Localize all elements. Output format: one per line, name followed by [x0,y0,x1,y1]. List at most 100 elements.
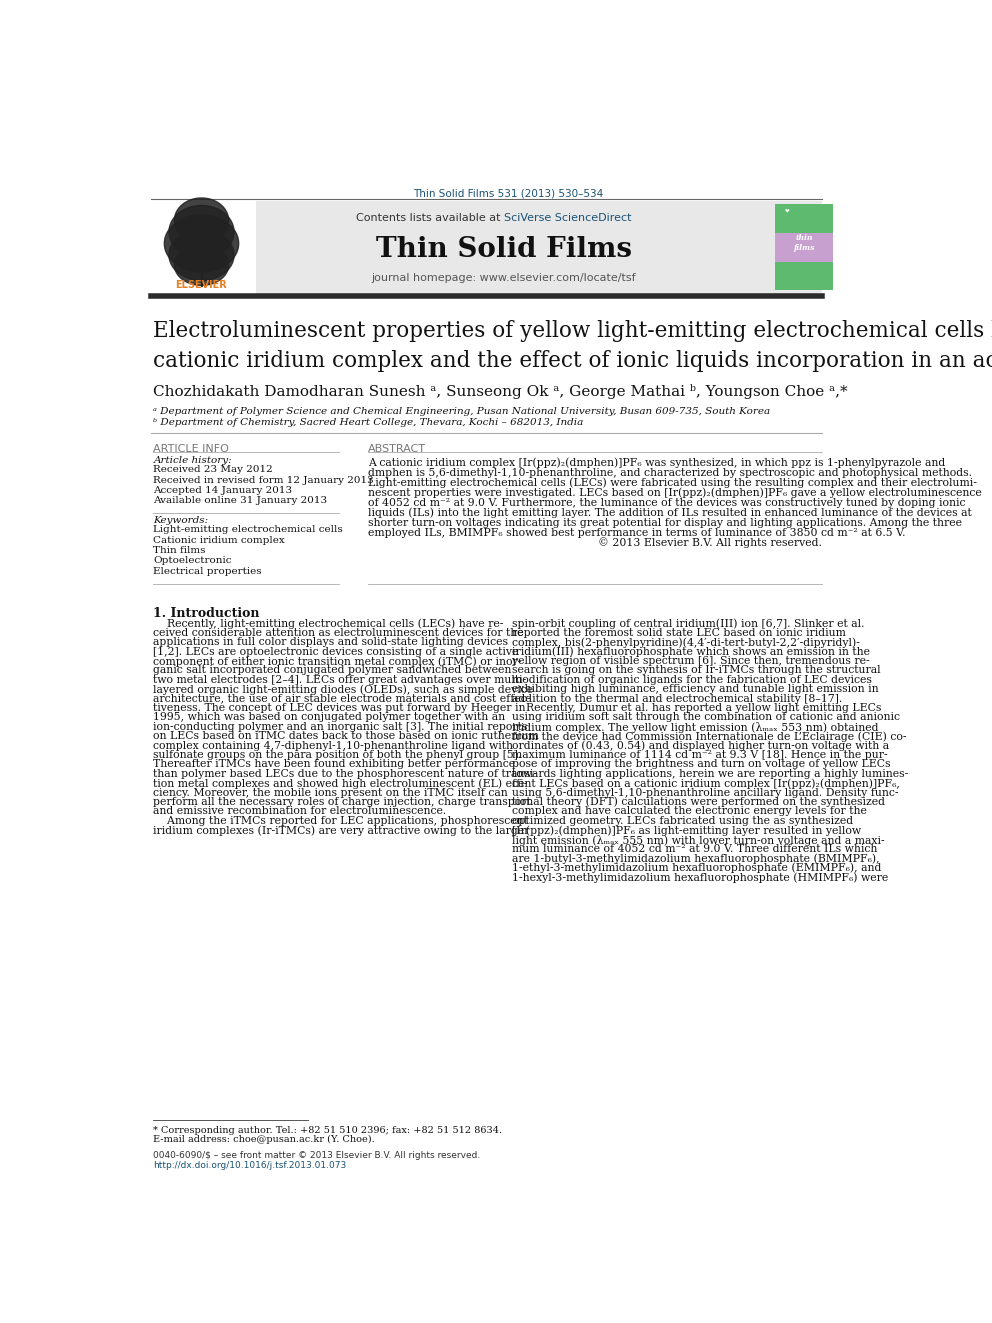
Polygon shape [169,230,234,280]
Text: ELSEVIER: ELSEVIER [176,279,227,290]
Text: and emissive recombination for electroluminescence.: and emissive recombination for electrolu… [154,806,446,816]
Text: Recently, light-emitting electrochemical cells (LECs) have re-: Recently, light-emitting electrochemical… [154,618,504,628]
Text: ordinates of (0.43, 0.54) and displayed higher turn-on voltage with a: ordinates of (0.43, 0.54) and displayed … [512,741,889,751]
Text: iridium complexes (Ir-iTMCs) are very attractive owing to the larger: iridium complexes (Ir-iTMCs) are very at… [154,826,530,836]
Text: ᵇ Department of Chemistry, Sacred Heart College, Thevara, Kochi – 682013, India: ᵇ Department of Chemistry, Sacred Heart … [154,418,583,427]
Text: dmphen is 5,6-dimethyl-1,10-phenanthroline, and characterized by spectroscopic a: dmphen is 5,6-dimethyl-1,10-phenanthroli… [368,467,972,478]
Text: optimized geometry. LECs fabricated using the as synthesized: optimized geometry. LECs fabricated usin… [512,816,853,826]
Text: cationic iridium complex and the effect of ionic liquids incorporation in an act: cationic iridium complex and the effect … [154,349,992,372]
Text: Electroluminescent properties of yellow light-emitting electrochemical cells bas: Electroluminescent properties of yellow … [154,320,992,343]
Text: Keywords:: Keywords: [154,516,208,525]
Text: complex and have calculated the electronic energy levels for the: complex and have calculated the electron… [512,806,866,816]
Text: Light-emitting electrochemical cells: Light-emitting electrochemical cells [154,525,343,534]
Text: light emission (λₘₐₓ 555 nm) with lower turn-on voltage and a maxi-: light emission (λₘₐₓ 555 nm) with lower … [512,835,884,845]
Text: two metal electrodes [2–4]. LECs offer great advantages over multi-: two metal electrodes [2–4]. LECs offer g… [154,675,527,685]
Text: cent LECs based on a cationic iridium complex [Ir(ppz)₂(dmphen)]PF₆,: cent LECs based on a cationic iridium co… [512,778,900,789]
Text: Received in revised form 12 January 2013: Received in revised form 12 January 2013 [154,475,374,484]
Text: Thin Solid Films 531 (2013) 530–534: Thin Solid Films 531 (2013) 530–534 [414,188,603,198]
Polygon shape [169,205,234,258]
Text: addition to the thermal and electrochemical stability [8–17].: addition to the thermal and electrochemi… [512,693,842,704]
Text: tion metal complexes and showed high electroluminescent (EL) effi-: tion metal complexes and showed high ele… [154,778,528,789]
Polygon shape [165,214,239,273]
Text: Recently, Dumur et al. has reported a yellow light emitting LECs: Recently, Dumur et al. has reported a ye… [512,703,881,713]
Text: are 1-butyl-3-methylimidazolium hexafluorophosphate (BMIMPF₆),: are 1-butyl-3-methylimidazolium hexafluo… [512,853,879,864]
Text: applications in full color displays and solid-state lighting devices: applications in full color displays and … [154,638,509,647]
Text: pose of improving the brightness and turn on voltage of yellow LECs: pose of improving the brightness and tur… [512,759,890,770]
Text: reported the foremost solid state LEC based on ionic iridium: reported the foremost solid state LEC ba… [512,628,845,638]
Text: [1,2]. LECs are optoelectronic devices consisting of a single active: [1,2]. LECs are optoelectronic devices c… [154,647,519,656]
Text: ceived considerable attention as electroluminescent devices for the: ceived considerable attention as electro… [154,628,524,638]
Polygon shape [175,198,228,242]
Text: Article history:: Article history: [154,456,232,464]
Text: modification of organic ligands for the fabrication of LEC devices: modification of organic ligands for the … [512,675,871,685]
Text: Cationic iridium complex: Cationic iridium complex [154,536,286,545]
Text: E-mail address: choe@pusan.ac.kr (Y. Choe).: E-mail address: choe@pusan.ac.kr (Y. Cho… [154,1135,375,1144]
Text: Thin Solid Films: Thin Solid Films [376,235,632,263]
Text: tiveness. The concept of LEC devices was put forward by Heeger in: tiveness. The concept of LEC devices was… [154,703,526,713]
Text: layered organic light-emitting diodes (OLEDs), such as simple device: layered organic light-emitting diodes (O… [154,684,534,695]
Text: liquids (ILs) into the light emitting layer. The addition of ILs resulted in enh: liquids (ILs) into the light emitting la… [368,508,972,519]
Text: Contents lists available at: Contents lists available at [356,213,504,222]
Text: exhibiting high luminance, efficiency and tunable light emission in: exhibiting high luminance, efficiency an… [512,684,878,695]
Text: ᵃ Department of Polymer Science and Chemical Engineering, Pusan National Univers: ᵃ Department of Polymer Science and Chem… [154,407,771,417]
Text: SciVerse ScienceDirect: SciVerse ScienceDirect [504,213,631,222]
Text: on LECs based on iTMC dates back to those based on ionic ruthenium: on LECs based on iTMC dates back to thos… [154,732,540,741]
Text: than polymer based LECs due to the phosphorescent nature of transi-: than polymer based LECs due to the phosp… [154,769,538,779]
Text: component of either ionic transition metal complex (iTMC) or inor-: component of either ionic transition met… [154,656,522,667]
FancyBboxPatch shape [151,201,256,294]
Text: A cationic iridium complex [Ir(ppz)₂(dmphen)]PF₆ was synthesized, in which ppz i: A cationic iridium complex [Ir(ppz)₂(dmp… [368,458,945,468]
Text: ciency. Moreover, the mobile ions present on the iTMC itself can: ciency. Moreover, the mobile ions presen… [154,787,508,798]
Text: Thin films: Thin films [154,546,206,556]
Text: iridium complex. The yellow light emission (λₘₐₓ 553 nm) obtained: iridium complex. The yellow light emissi… [512,722,878,733]
Text: nescent properties were investigated. LECs based on [Ir(ppz)₂(dmphen)]PF₆ gave a: nescent properties were investigated. LE… [368,488,982,499]
Polygon shape [175,245,228,286]
Text: journal homepage: www.elsevier.com/locate/tsf: journal homepage: www.elsevier.com/locat… [371,273,636,283]
Text: thin
films: thin films [794,234,814,251]
Text: ❤: ❤ [785,209,789,214]
Text: 1-ethyl-3-methylimidazolium hexafluorophosphate (EMIMPF₆), and: 1-ethyl-3-methylimidazolium hexafluoroph… [512,863,881,873]
FancyBboxPatch shape [775,204,833,233]
Text: sulfonate groups on the para position of both the phenyl group [5].: sulfonate groups on the para position of… [154,750,522,759]
Text: of 4052 cd m⁻² at 9.0 V. Furthermore, the luminance of the devices was construct: of 4052 cd m⁻² at 9.0 V. Furthermore, th… [368,497,965,508]
Text: tional theory (DFT) calculations were performed on the synthesized: tional theory (DFT) calculations were pe… [512,796,885,807]
Text: Electrical properties: Electrical properties [154,566,262,576]
Text: ABSTRACT: ABSTRACT [368,443,427,454]
Text: architecture, the use of air stable electrode materials and cost effec-: architecture, the use of air stable elec… [154,693,531,704]
Text: search is going on the synthesis of Ir-iTMCs through the structural: search is going on the synthesis of Ir-i… [512,665,880,676]
Text: ARTICLE INFO: ARTICLE INFO [154,443,229,454]
Text: Available online 31 January 2013: Available online 31 January 2013 [154,496,327,505]
Text: using iridium soft salt through the combination of cationic and anionic: using iridium soft salt through the comb… [512,712,900,722]
Text: 1995, which was based on conjugated polymer together with an: 1995, which was based on conjugated poly… [154,712,506,722]
Text: Thereafter iTMCs have been found exhibiting better performance: Thereafter iTMCs have been found exhibit… [154,759,516,770]
Text: mum luminance of 4052 cd m⁻² at 9.0 V. Three different ILs which: mum luminance of 4052 cd m⁻² at 9.0 V. T… [512,844,877,853]
Text: yellow region of visible spectrum [6]. Since then, tremendous re-: yellow region of visible spectrum [6]. S… [512,656,869,665]
Text: * Corresponding author. Tel.: +82 51 510 2396; fax: +82 51 512 8634.: * Corresponding author. Tel.: +82 51 510… [154,1126,503,1135]
Text: 1. Introduction: 1. Introduction [154,607,260,620]
Text: towards lighting applications, herein we are reporting a highly lumines-: towards lighting applications, herein we… [512,769,908,779]
Text: perform all the necessary roles of charge injection, charge transport: perform all the necessary roles of charg… [154,796,531,807]
Text: spin-orbit coupling of central iridium(III) ion [6,7]. Slinker et al.: spin-orbit coupling of central iridium(I… [512,618,864,628]
Text: using 5,6-dimethyl-1,10-phenanthroline ancillary ligand. Density func-: using 5,6-dimethyl-1,10-phenanthroline a… [512,787,898,798]
Text: [Ir(ppz)₂(dmphen)]PF₆ as light-emitting layer resulted in yellow: [Ir(ppz)₂(dmphen)]PF₆ as light-emitting … [512,826,861,836]
FancyBboxPatch shape [775,233,833,262]
Text: 0040-6090/$ – see front matter © 2013 Elsevier B.V. All rights reserved.: 0040-6090/$ – see front matter © 2013 El… [154,1151,481,1159]
Text: © 2013 Elsevier B.V. All rights reserved.: © 2013 Elsevier B.V. All rights reserved… [597,537,821,548]
FancyBboxPatch shape [151,201,821,294]
Text: employed ILs, BMIMPF₆ showed best performance in terms of luminance of 3850 cd m: employed ILs, BMIMPF₆ showed best perfor… [368,528,906,537]
Text: from the device had Commission Internationale de L’Eclairage (CIE) co-: from the device had Commission Internati… [512,732,906,742]
Text: http://dx.doi.org/10.1016/j.tsf.2013.01.073: http://dx.doi.org/10.1016/j.tsf.2013.01.… [154,1160,346,1170]
Text: 1-hexyl-3-methylimidazolium hexafluorophosphate (HMIMPF₆) were: 1-hexyl-3-methylimidazolium hexafluoroph… [512,872,888,882]
Text: Among the iTMCs reported for LEC applications, phosphorescent: Among the iTMCs reported for LEC applica… [154,816,529,826]
FancyBboxPatch shape [775,262,833,291]
Text: complex, bis(2-phenylpyridine)(4,4′-di-tert-butyl-2,2′-dipyridyl)-: complex, bis(2-phenylpyridine)(4,4′-di-t… [512,638,859,648]
Text: shorter turn-on voltages indicating its great potential for display and lighting: shorter turn-on voltages indicating its … [368,517,962,528]
Text: complex containing 4,7-diphenyl-1,10-phenanthroline ligand with: complex containing 4,7-diphenyl-1,10-phe… [154,741,514,750]
Text: Optoelectronic: Optoelectronic [154,557,232,565]
Text: Received 23 May 2012: Received 23 May 2012 [154,466,273,474]
Text: Light-emitting electrochemical cells (LECs) were fabricated using the resulting : Light-emitting electrochemical cells (LE… [368,478,977,488]
Text: maximum luminance of 1114 cd m⁻² at 9.3 V [18]. Hence in the pur-: maximum luminance of 1114 cd m⁻² at 9.3 … [512,750,887,759]
Text: iridium(III) hexafluorophosphate which shows an emission in the: iridium(III) hexafluorophosphate which s… [512,647,870,658]
Text: ganic salt incorporated conjugated polymer sandwiched between: ganic salt incorporated conjugated polym… [154,665,512,676]
Text: ion-conducting polymer and an inorganic salt [3]. The initial reports: ion-conducting polymer and an inorganic … [154,722,528,732]
Text: Chozhidakath Damodharan Sunesh ᵃ, Sunseong Ok ᵃ, George Mathai ᵇ, Youngson Choe : Chozhidakath Damodharan Sunesh ᵃ, Sunseo… [154,384,848,398]
